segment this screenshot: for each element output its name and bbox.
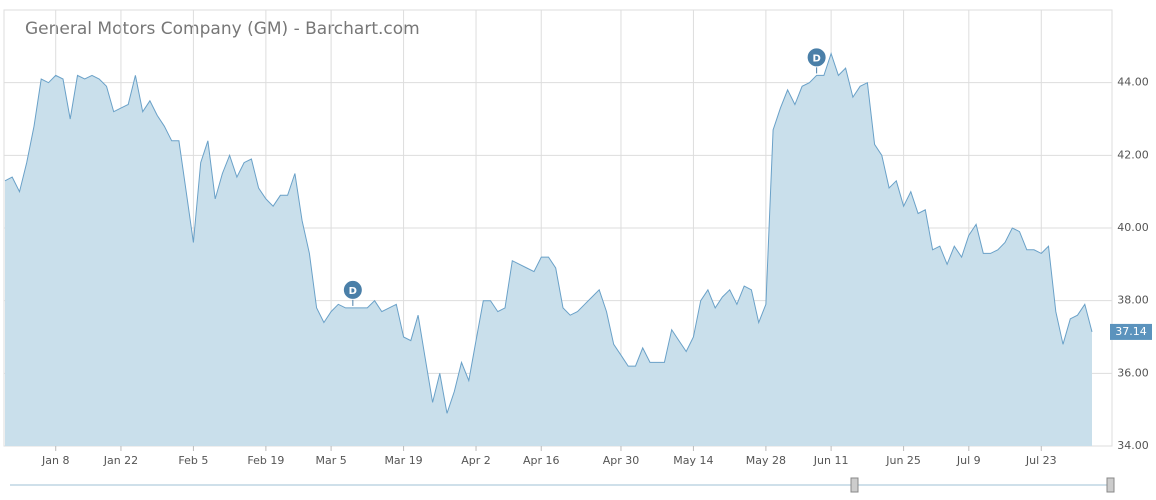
x-tick-label: May 14 (673, 454, 713, 467)
line (4, 52, 1093, 414)
x-tick-label: Feb 5 (178, 454, 208, 467)
annotation: D (812, 53, 820, 64)
x-tick-label: Jun 25 (885, 454, 921, 467)
chart-title: General Motors Company (GM) - Barchart.c… (25, 19, 420, 39)
x-tick-label: Mar 19 (384, 454, 422, 467)
x-tick-label: Apr 30 (603, 454, 640, 467)
area (5, 53, 1092, 446)
y-tick-label: 38.00 (1117, 294, 1149, 307)
y-tick-label: 34.00 (1117, 439, 1149, 452)
x-tick-label: Apr 16 (523, 454, 560, 467)
annotation: D (349, 286, 357, 297)
x-tick-label: May 28 (746, 454, 786, 467)
x-tick-label: Jul 9 (956, 454, 981, 467)
x-tick-label: Jun 11 (813, 454, 849, 467)
x-tick-label: Feb 19 (247, 454, 284, 467)
x-tick-label: Jul 23 (1025, 454, 1057, 467)
x-tick-label: Jan 8 (41, 454, 69, 467)
last-price-label: 37.14 (1115, 325, 1147, 338)
x-tick-label: Mar 5 (315, 454, 346, 467)
y-tick-label: 42.00 (1117, 148, 1149, 161)
y-tick-label: 36.00 (1117, 366, 1149, 379)
y-tick-label: 40.00 (1117, 221, 1149, 234)
navigator-handle[interactable] (850, 477, 859, 493)
annotation-marker (342, 279, 363, 300)
navigator-handle[interactable] (1106, 477, 1115, 493)
last-price-tag (1110, 323, 1152, 340)
x-tick-label: Apr 2 (461, 454, 491, 467)
x-tick-label: Jan 22 (103, 454, 138, 467)
annotation-marker (806, 47, 827, 68)
y-tick-label: 44.00 (1117, 76, 1149, 89)
